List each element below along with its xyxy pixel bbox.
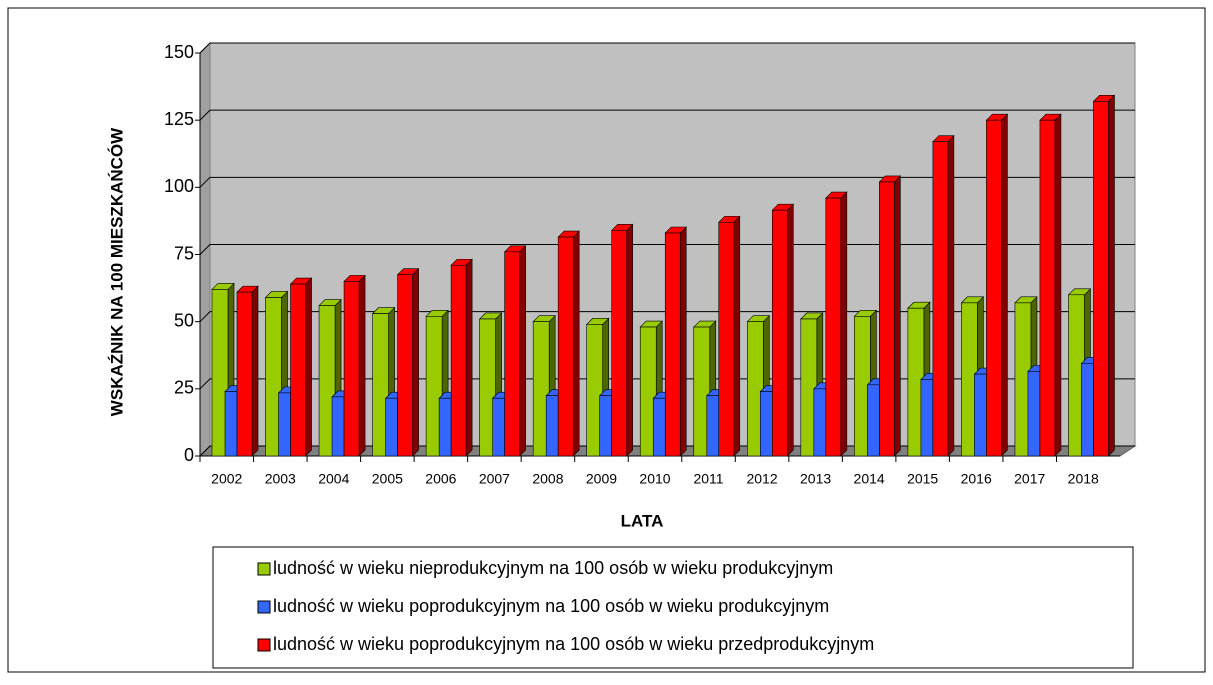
- y-tick-label: 100: [164, 176, 194, 196]
- bar: [693, 326, 711, 457]
- bar: [1039, 119, 1056, 457]
- y-tick-label: 50: [174, 310, 194, 330]
- bar: [586, 324, 604, 457]
- bar: [652, 397, 666, 457]
- bar: [1027, 371, 1041, 457]
- bar: [639, 326, 657, 457]
- bar: [318, 305, 336, 457]
- bar-side: [840, 191, 848, 457]
- bar: [492, 397, 505, 457]
- y-tick-label: 125: [164, 109, 194, 129]
- bar: [599, 395, 613, 457]
- legend-label: ludność w wieku nieprodukcyjnym na 100 o…: [273, 558, 833, 578]
- bar: [664, 232, 681, 457]
- bar: [532, 321, 550, 457]
- bar: [932, 141, 949, 457]
- grid-line: [199, 109, 1135, 121]
- x-tick-label: 2018: [1068, 471, 1099, 487]
- bar: [867, 384, 880, 457]
- bar: [611, 230, 628, 457]
- y-axis-title: WSKAŹNIK NA 100 MIESZKAŃCÓW: [107, 127, 126, 416]
- grid-line: [199, 42, 1135, 54]
- bar: [425, 315, 443, 457]
- legend-label: ludność w wieku poprodukcyjnym na 100 os…: [273, 596, 829, 616]
- bar: [479, 318, 496, 457]
- bar-side: [519, 245, 526, 457]
- x-tick-label: 2017: [1014, 471, 1045, 487]
- bar: [385, 397, 398, 457]
- bar: [224, 391, 238, 457]
- bar-side: [305, 277, 312, 457]
- bar: [397, 274, 413, 457]
- x-tick-label: 2014: [854, 471, 885, 487]
- x-tick-label: 2010: [639, 471, 670, 487]
- bar: [759, 391, 773, 457]
- x-tick-label: 2005: [372, 471, 403, 487]
- legend-swatch: [257, 562, 271, 576]
- bar: [236, 291, 253, 457]
- bar: [920, 379, 934, 457]
- bar: [706, 395, 720, 457]
- x-tick-label: 2006: [425, 471, 456, 487]
- bar-side: [1108, 94, 1115, 457]
- bar: [211, 289, 229, 457]
- legend-label: ludność w wieku poprodukcyjnym na 100 os…: [273, 634, 874, 654]
- bar: [450, 264, 467, 457]
- bar: [372, 313, 389, 457]
- bar-side: [894, 175, 901, 457]
- bar: [825, 197, 842, 457]
- bar: [974, 373, 987, 457]
- x-tick-label: 2003: [265, 471, 296, 487]
- legend-swatch: [257, 638, 271, 652]
- bar-side: [412, 267, 419, 457]
- bar-side: [465, 258, 473, 457]
- y-tick-label: 25: [174, 378, 194, 398]
- bar: [879, 181, 895, 457]
- bar-side: [947, 134, 955, 457]
- x-tick-label: 2002: [211, 471, 242, 487]
- bar: [986, 119, 1002, 457]
- bar-side: [733, 215, 741, 457]
- bar: [557, 236, 574, 457]
- bar: [771, 209, 788, 457]
- x-tick-label: 2013: [800, 471, 831, 487]
- x-tick-label: 2015: [907, 471, 938, 487]
- bar: [331, 396, 345, 457]
- bar: [813, 388, 827, 457]
- grid-line: [199, 176, 1135, 188]
- bar: [1093, 101, 1109, 457]
- bar: [278, 392, 291, 457]
- x-tick-label: 2009: [586, 471, 617, 487]
- bar-side: [358, 274, 366, 457]
- y-tick-label: 150: [164, 42, 194, 62]
- bar: [290, 283, 306, 457]
- bar: [504, 251, 520, 457]
- x-axis-title: LATA: [621, 511, 664, 530]
- y-tick-label: 0: [184, 445, 194, 465]
- bar: [545, 395, 559, 457]
- bar-side: [626, 223, 634, 457]
- bar-side: [679, 226, 687, 457]
- y-tick-label: 75: [174, 243, 194, 263]
- bar-side: [1054, 113, 1062, 457]
- bar: [343, 281, 360, 457]
- bar: [265, 297, 282, 457]
- bar: [718, 221, 735, 457]
- x-tick-label: 2016: [961, 471, 992, 487]
- x-tick-label: 2008: [532, 471, 563, 487]
- bar: [438, 397, 452, 457]
- bar-side: [1001, 113, 1008, 457]
- bar: [1081, 363, 1094, 457]
- bar-side: [572, 230, 580, 457]
- x-tick-label: 2012: [746, 471, 777, 487]
- bar-side: [251, 285, 259, 457]
- legend-swatch: [257, 600, 271, 614]
- bar-side: [786, 203, 794, 457]
- x-tick-label: 2011: [693, 471, 723, 487]
- x-tick-label: 2007: [479, 471, 510, 487]
- legend: [212, 546, 1134, 669]
- x-tick-label: 2004: [318, 471, 349, 487]
